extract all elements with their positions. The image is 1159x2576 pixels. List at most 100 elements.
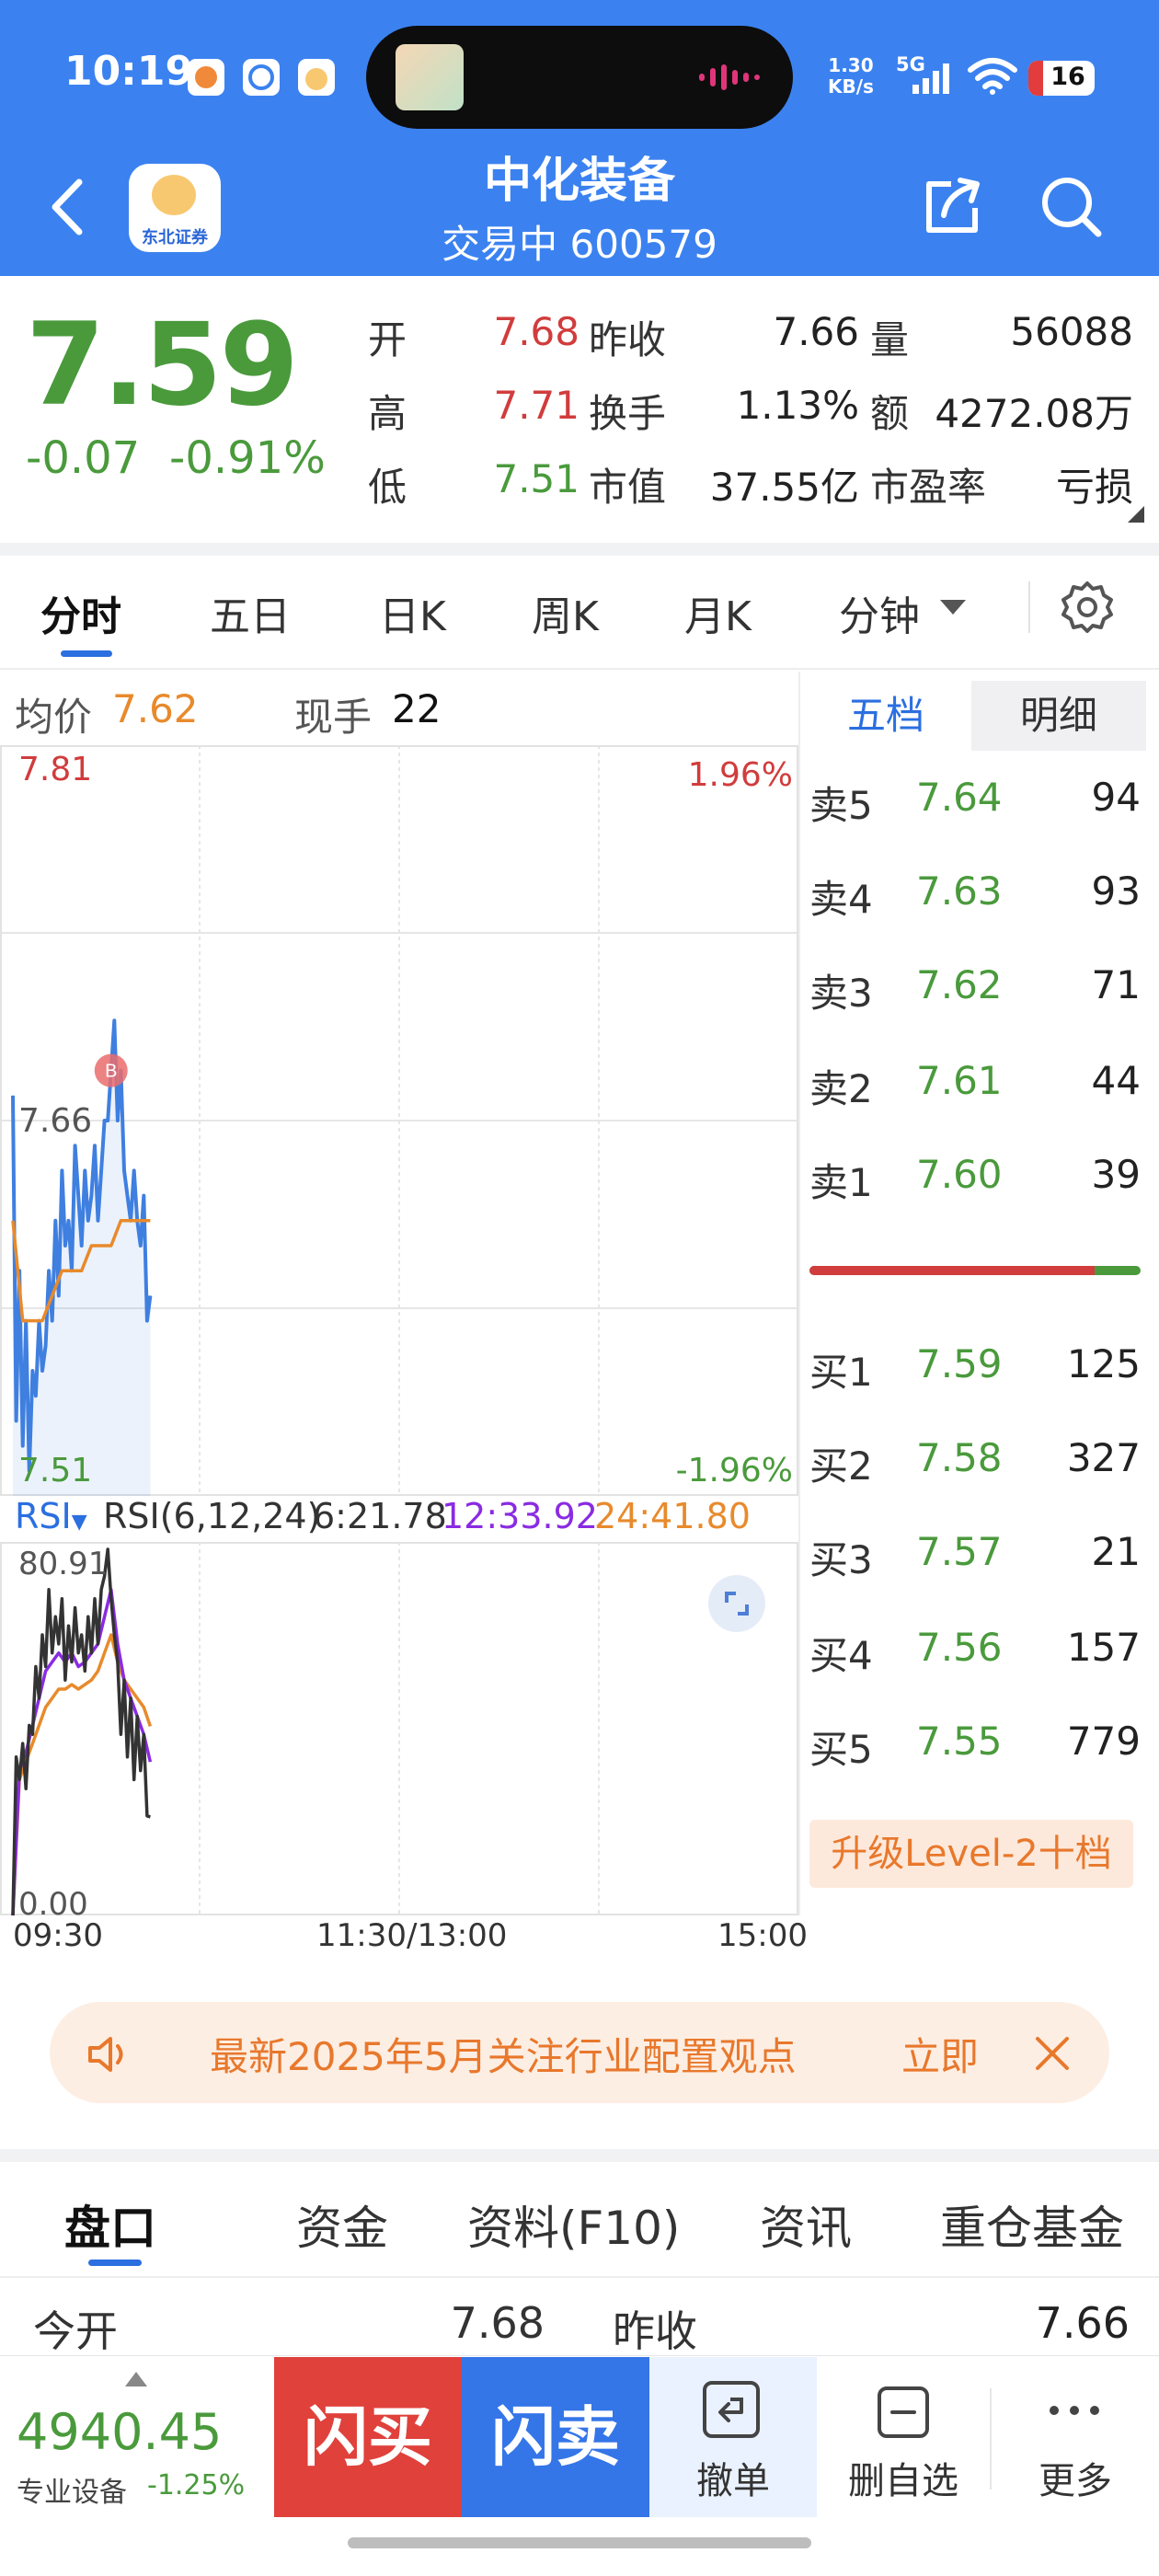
tab-five-day[interactable]: 五日 [210,593,291,640]
stock-name: 中化装备 [483,154,675,209]
network-speed-value: 1.30 [828,54,874,76]
ask-row-4[interactable]: 卖4 7.63 93 [809,868,1141,924]
ask-4-label: 卖4 [809,877,873,922]
audio-wave-icon [699,64,763,90]
ask-5-label: 卖5 [809,783,873,828]
fullscreen-icon[interactable] [708,1575,765,1632]
tab-trade-details[interactable]: 明细 [971,681,1146,751]
volume-label: 量 [870,317,910,362]
price-grid-frame [0,745,798,1496]
promo-text[interactable]: 最新2025年5月关注行业配置观点 [210,2034,797,2079]
sector-index-change: -1.25% [147,2469,246,2501]
bid-row-3[interactable]: 买3 7.57 21 [809,1529,1141,1584]
network-type: 5G [896,53,925,75]
tab-daily-k[interactable]: 日K [379,593,446,640]
bid-5-price: 7.55 [916,1719,1003,1764]
order-book-divider [798,672,800,1915]
bid-5-label: 买5 [809,1727,873,1772]
app-header: 10:19 1.30 KB/s 5G 16 [0,0,1159,276]
bid-4-price: 7.56 [916,1625,1003,1670]
mascot-icon [152,175,196,215]
stock-status-code: 交易中 600579 [442,222,717,267]
more-dots-icon[interactable] [1045,2392,1104,2432]
intraday-price-chart[interactable]: B [0,745,800,1498]
broker-logo-label: 东北证券 [142,228,208,247]
close-icon[interactable] [1030,2031,1074,2079]
search-icon[interactable] [1038,173,1104,243]
amount-label: 额 [870,391,910,436]
bid-row-5[interactable]: 买5 7.55 779 [809,1719,1141,1774]
cancel-order-icon [701,2379,762,2444]
sector-index-name: 专业设备 [17,2477,127,2509]
tab-intraday[interactable]: 分时 [40,593,121,640]
promo-more-link[interactable]: 立即 [901,2034,980,2079]
home-indicator[interactable] [348,2537,811,2548]
expand-up-icon[interactable] [125,2372,147,2386]
cancel-order-label: 撤单 [696,2460,770,2502]
bid-3-price: 7.57 [916,1529,1003,1574]
tab-capital-flow[interactable]: 资金 [296,2202,388,2255]
bid-4-label: 买4 [809,1633,873,1678]
rsi24-line [11,1633,153,1916]
ask-row-2[interactable]: 卖2 7.61 44 [809,1058,1141,1113]
low-label: 低 [368,465,407,510]
promo-banner[interactable] [50,2002,1109,2103]
pct-axis-top: 1.96% [687,756,793,794]
rsi6-line [11,1547,151,1916]
ask-row-5[interactable]: 卖5 7.64 94 [809,775,1141,830]
tabs-divider [0,668,1159,670]
rsi-axis-top: 80.91 [18,1546,109,1582]
prev-close-label: 昨收 [589,317,667,362]
more-label[interactable]: 更多 [1039,2460,1112,2502]
section-divider [0,543,1159,556]
time-axis-midday: 11:30/13:00 [316,1917,508,1954]
bar-divider [990,2388,992,2490]
turnover-value: 1.13% [736,383,859,428]
tab-order-panel[interactable]: 盘口 [64,2202,156,2255]
today-open-label: 今开 [33,2306,118,2356]
speaker-icon [85,2031,131,2081]
buy-marker [94,1053,128,1087]
tab-five-levels[interactable]: 五档 [800,681,971,751]
remove-watchlist-label[interactable]: 删自选 [848,2460,958,2502]
tab-news[interactable]: 资讯 [760,2202,852,2255]
tab-fund-holdings[interactable]: 重仓基金 [940,2202,1124,2255]
rsi-indicator-selector[interactable]: RSI▼ [15,1496,87,1536]
bid-1-volume: 125 [1066,1341,1141,1386]
upgrade-level2-button[interactable]: 升级Level-2十档 [809,1820,1133,1888]
ask-row-1[interactable]: 卖1 7.60 39 [809,1152,1141,1207]
chevron-down-icon [940,600,966,615]
share-icon[interactable] [920,173,986,243]
prev-close-value: 7.66 [773,309,859,354]
rsi-chart[interactable] [0,1542,800,1917]
tab-weekly-k[interactable]: 周K [532,593,599,640]
ask-row-3[interactable]: 卖3 7.62 71 [809,962,1141,1018]
remove-watchlist-icon[interactable] [876,2385,931,2444]
bid-1-price: 7.59 [916,1341,1003,1386]
wifi-icon [968,57,1017,99]
tab-minute[interactable]: 分钟 [839,593,920,640]
rsi-params: RSI(6,12,24) [103,1496,321,1536]
flash-sell-button[interactable]: 闪卖 [462,2357,649,2517]
expand-corner-icon[interactable] [1128,506,1144,523]
avg-price-line [11,1219,151,1323]
ask-2-label: 卖2 [809,1066,873,1111]
price-axis-bottom: 7.51 [18,1452,93,1489]
high-value: 7.71 [493,383,580,428]
bid-row-2[interactable]: 买2 7.58 327 [809,1435,1141,1490]
time-axis-close: 15:00 [717,1917,808,1954]
bid-row-1[interactable]: 买1 7.59 125 [809,1341,1141,1397]
bid-2-label: 买2 [809,1443,873,1489]
price-axis-mid: 7.66 [18,1102,93,1140]
rsi12-legend: 12:33.92 [442,1496,598,1536]
tab-f10-profile[interactable]: 资料(F10) [467,2202,681,2255]
battery-icon: 16 [1028,61,1095,96]
price-line [11,1018,153,1473]
ask-1-volume: 39 [1091,1152,1141,1197]
bid-row-4[interactable]: 买4 7.56 157 [809,1625,1141,1680]
settings-gear-icon[interactable] [1060,580,1115,638]
back-icon[interactable] [46,175,88,243]
flash-buy-button[interactable]: 闪买 [274,2357,462,2517]
sector-index-value[interactable]: 4940.45 [17,2403,223,2461]
tab-monthly-k[interactable]: 月K [684,593,752,640]
